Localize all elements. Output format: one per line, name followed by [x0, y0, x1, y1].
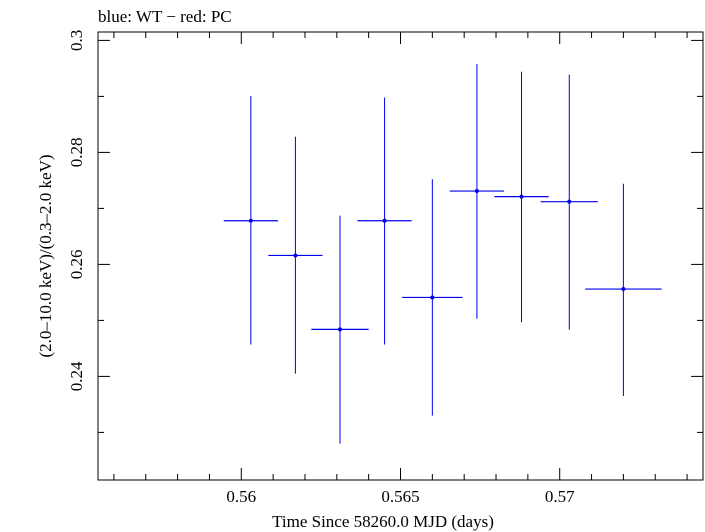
- data-point: [402, 179, 463, 416]
- data-point: [585, 183, 662, 396]
- point-marker: [382, 218, 387, 223]
- point-marker: [567, 199, 572, 204]
- y-tick-label: 0.28: [67, 138, 86, 168]
- x-tick-label: 0.57: [545, 487, 575, 506]
- point-marker: [248, 218, 253, 223]
- x-tick-label: 0.56: [226, 487, 256, 506]
- data-point: [311, 215, 369, 444]
- y-tick-label: 0.24: [67, 361, 86, 391]
- point-marker: [621, 287, 626, 292]
- point-marker: [338, 327, 342, 332]
- axis-ticks: [98, 32, 703, 480]
- tick-labels: 0.56 0.565 0.57 0.24 0.26 0.28 0.3: [67, 30, 575, 506]
- x-axis-label: Time Since 58260.0 MJD (days): [272, 512, 494, 531]
- point-marker: [293, 253, 298, 258]
- plot-frame: [97, 31, 704, 481]
- y-tick-label: 0.3: [67, 30, 86, 51]
- data-point: [449, 63, 504, 319]
- y-tick-label: 0.26: [67, 250, 86, 280]
- point-marker: [519, 194, 524, 199]
- chart-title: blue: WT − red: PC: [98, 7, 232, 26]
- data-point: [540, 74, 598, 330]
- data-point: [494, 71, 549, 323]
- data-point: [357, 97, 412, 345]
- x-tick-label: 0.565: [381, 487, 419, 506]
- y-axis-label: (2.0–10.0 keV)/(0.3–2.0 keV): [36, 154, 55, 357]
- point-marker: [430, 295, 435, 300]
- point-marker: [474, 189, 479, 194]
- data-point: [268, 136, 323, 374]
- data-points: [223, 63, 662, 444]
- data-point: [223, 95, 278, 345]
